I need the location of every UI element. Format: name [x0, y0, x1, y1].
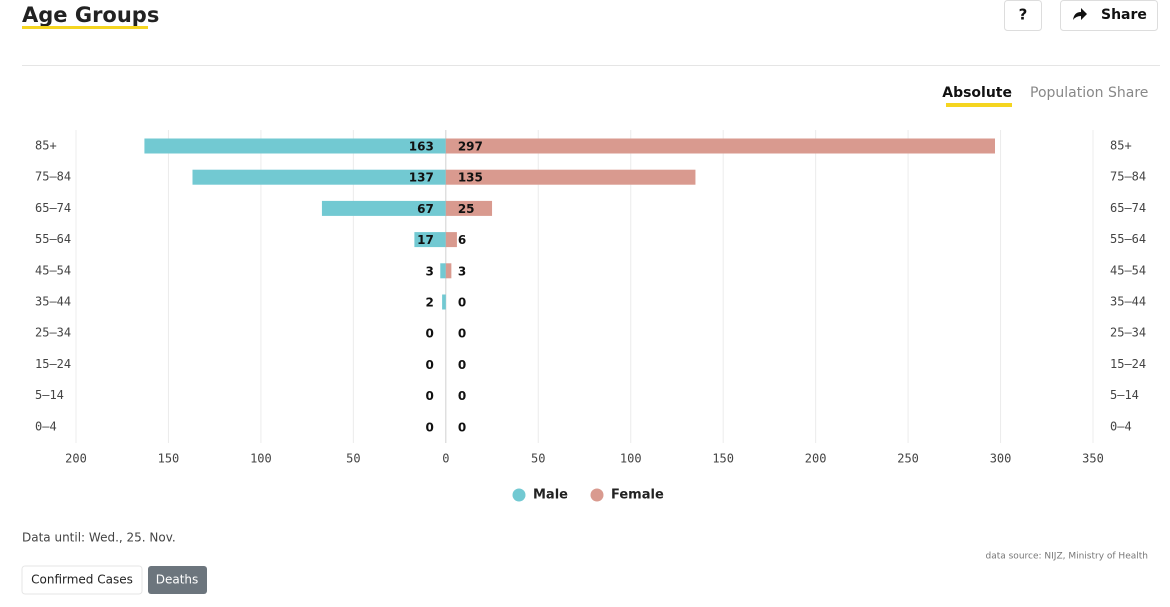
value-label: 137: [409, 171, 434, 185]
y-label-right: 25–34: [1110, 326, 1146, 340]
toggle-absolute[interactable]: Absolute: [942, 85, 1012, 101]
title-underline: [22, 26, 148, 29]
value-label: 0: [425, 358, 433, 372]
x-tick-label: 150: [158, 452, 180, 466]
x-tick-label: 50: [346, 452, 360, 466]
x-tick-label: 100: [620, 452, 642, 466]
y-label-left: 5–14: [35, 388, 64, 402]
share-label: Share: [1101, 7, 1147, 23]
help-button[interactable]: [1004, 0, 1042, 31]
help-label: ?: [1019, 6, 1028, 24]
y-label-left: 75–84: [35, 170, 71, 184]
y-label-right: 15–24: [1110, 357, 1146, 371]
value-label: 3: [458, 264, 466, 278]
value-label: 6: [458, 233, 466, 247]
value-label: 2: [425, 296, 433, 310]
x-tick-label: 200: [65, 452, 87, 466]
share-button[interactable]: [1060, 0, 1158, 31]
bar: [414, 232, 446, 248]
tab-cases-label: Confirmed Cases: [31, 573, 133, 587]
legend-label: Female: [611, 488, 664, 503]
bar: [442, 294, 446, 310]
bar: [445, 232, 457, 248]
value-label: 0: [425, 420, 433, 434]
x-tick-label: 200: [805, 452, 827, 466]
value-label: 0: [425, 327, 433, 341]
x-tick-label: 250: [897, 452, 919, 466]
value-label: 25: [458, 202, 475, 216]
x-tick-label: 300: [990, 452, 1012, 466]
tab-deaths-label: Deaths: [156, 573, 199, 587]
y-label-left: 35–44: [35, 295, 71, 309]
y-label-right: 85+: [1110, 139, 1132, 153]
value-label: 17: [417, 233, 434, 247]
x-tick-label: 0: [442, 452, 449, 466]
y-label-right: 35–44: [1110, 295, 1146, 309]
toggle-underline: [946, 103, 1012, 107]
value-label: 297: [458, 140, 483, 154]
y-label-right: 65–74: [1110, 201, 1146, 215]
y-label-left: 55–64: [35, 232, 71, 246]
bar: [445, 169, 696, 185]
y-label-left: 0–4: [35, 419, 57, 433]
tab-cases[interactable]: [21, 565, 143, 595]
value-label: 135: [458, 171, 483, 185]
value-label: 163: [409, 140, 434, 154]
y-label-left: 85+: [35, 139, 57, 153]
x-tick-label: 100: [250, 452, 272, 466]
date-note: Data until: Wed., 25. Nov.: [22, 531, 176, 545]
legend-marker: [512, 488, 526, 502]
toggle-share[interactable]: Population Share: [1030, 85, 1148, 101]
y-label-right: 5–14: [1110, 388, 1139, 402]
x-tick-label: 350: [1082, 452, 1104, 466]
y-label-right: 55–64: [1110, 232, 1146, 246]
share-icon: [1073, 8, 1087, 20]
value-label: 0: [458, 420, 466, 434]
y-label-right: 75–84: [1110, 170, 1146, 184]
y-label-left: 15–24: [35, 357, 71, 371]
legend-label: Male: [533, 488, 568, 503]
value-label: 0: [458, 358, 466, 372]
value-label: 67: [417, 202, 434, 216]
source-note: data source: NIJZ, Ministry of Health: [985, 552, 1148, 562]
tab-deaths[interactable]: [148, 566, 207, 594]
legend-marker: [590, 488, 604, 502]
bar: [445, 138, 995, 154]
bar: [445, 263, 452, 279]
y-label-left: 45–54: [35, 263, 71, 277]
y-label-left: 65–74: [35, 201, 71, 215]
y-label-right: 45–54: [1110, 263, 1146, 277]
y-label-right: 0–4: [1110, 419, 1132, 433]
value-label: 3: [425, 264, 433, 278]
value-label: 0: [458, 389, 466, 403]
x-tick-label: 150: [712, 452, 734, 466]
x-tick-label: 50: [531, 452, 545, 466]
bar: [445, 200, 493, 216]
value-label: 0: [458, 327, 466, 341]
title: Age Groups: [22, 3, 159, 27]
y-label-left: 25–34: [35, 326, 71, 340]
bar: [321, 200, 446, 216]
value-label: 0: [425, 389, 433, 403]
bar: [144, 138, 446, 154]
bar: [440, 263, 446, 279]
value-label: 0: [458, 296, 466, 310]
bar: [192, 169, 446, 185]
